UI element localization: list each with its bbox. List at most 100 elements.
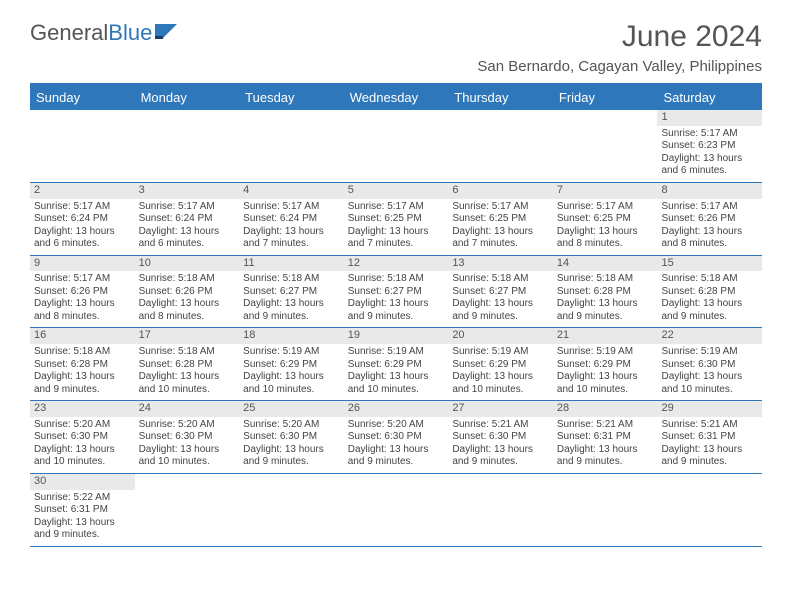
calendar-page: GeneralBlue June 2024 San Bernardo, Caga… [0, 0, 792, 567]
day-cell: 12Sunrise: 5:18 AMSunset: 6:27 PMDayligh… [344, 256, 449, 328]
empty-cell [448, 110, 553, 182]
daylight-text: Daylight: 13 hours [661, 444, 758, 457]
sunrise-text: Sunrise: 5:19 AM [557, 346, 654, 359]
daylight-text: Daylight: 13 hours [243, 371, 340, 384]
week-row: 23Sunrise: 5:20 AMSunset: 6:30 PMDayligh… [30, 401, 762, 474]
daylight-text: and 9 minutes. [34, 384, 131, 397]
daylight-text: and 10 minutes. [139, 456, 236, 469]
day-header: Monday [135, 85, 240, 110]
sunrise-text: Sunrise: 5:17 AM [243, 201, 340, 214]
empty-cell [553, 110, 658, 182]
daylight-text: and 7 minutes. [243, 238, 340, 251]
day-cell: 24Sunrise: 5:20 AMSunset: 6:30 PMDayligh… [135, 401, 240, 473]
sunrise-text: Sunrise: 5:18 AM [34, 346, 131, 359]
sunrise-text: Sunrise: 5:21 AM [452, 419, 549, 432]
daylight-text: Daylight: 13 hours [452, 444, 549, 457]
daylight-text: and 10 minutes. [452, 384, 549, 397]
day-cell: 8Sunrise: 5:17 AMSunset: 6:26 PMDaylight… [657, 183, 762, 255]
daylight-text: and 10 minutes. [661, 384, 758, 397]
day-cell: 19Sunrise: 5:19 AMSunset: 6:29 PMDayligh… [344, 328, 449, 400]
daylight-text: Daylight: 13 hours [34, 226, 131, 239]
sunset-text: Sunset: 6:26 PM [139, 286, 236, 299]
empty-cell [135, 110, 240, 182]
day-number: 12 [344, 256, 449, 272]
day-number: 7 [553, 183, 658, 199]
sunset-text: Sunset: 6:26 PM [661, 213, 758, 226]
sunset-text: Sunset: 6:31 PM [661, 431, 758, 444]
sunrise-text: Sunrise: 5:18 AM [557, 273, 654, 286]
day-cell: 10Sunrise: 5:18 AMSunset: 6:26 PMDayligh… [135, 256, 240, 328]
week-row: 30Sunrise: 5:22 AMSunset: 6:31 PMDayligh… [30, 474, 762, 547]
empty-cell [239, 110, 344, 182]
sunset-text: Sunset: 6:23 PM [661, 140, 758, 153]
daylight-text: and 9 minutes. [557, 456, 654, 469]
sunrise-text: Sunrise: 5:17 AM [557, 201, 654, 214]
daylight-text: and 9 minutes. [661, 456, 758, 469]
daylight-text: Daylight: 13 hours [661, 298, 758, 311]
sunset-text: Sunset: 6:24 PM [139, 213, 236, 226]
logo: GeneralBlue [30, 20, 181, 46]
day-cell: 25Sunrise: 5:20 AMSunset: 6:30 PMDayligh… [239, 401, 344, 473]
sunset-text: Sunset: 6:29 PM [243, 359, 340, 372]
daylight-text: and 6 minutes. [34, 238, 131, 251]
daylight-text: Daylight: 13 hours [348, 371, 445, 384]
sunrise-text: Sunrise: 5:18 AM [661, 273, 758, 286]
sunrise-text: Sunrise: 5:20 AM [34, 419, 131, 432]
daylight-text: Daylight: 13 hours [348, 444, 445, 457]
calendar-grid: SundayMondayTuesdayWednesdayThursdayFrid… [30, 83, 762, 547]
sunset-text: Sunset: 6:30 PM [661, 359, 758, 372]
sunset-text: Sunset: 6:28 PM [34, 359, 131, 372]
location-text: San Bernardo, Cagayan Valley, Philippine… [477, 58, 762, 75]
daylight-text: and 8 minutes. [34, 311, 131, 324]
day-cell: 4Sunrise: 5:17 AMSunset: 6:24 PMDaylight… [239, 183, 344, 255]
day-header: Saturday [657, 85, 762, 110]
sunrise-text: Sunrise: 5:17 AM [34, 273, 131, 286]
day-cell: 17Sunrise: 5:18 AMSunset: 6:28 PMDayligh… [135, 328, 240, 400]
day-number: 10 [135, 256, 240, 272]
day-number: 3 [135, 183, 240, 199]
title-block: June 2024 San Bernardo, Cagayan Valley, … [477, 20, 762, 75]
day-number: 21 [553, 328, 658, 344]
sunset-text: Sunset: 6:31 PM [557, 431, 654, 444]
weeks-container: 1Sunrise: 5:17 AMSunset: 6:23 PMDaylight… [30, 110, 762, 547]
day-cell: 22Sunrise: 5:19 AMSunset: 6:30 PMDayligh… [657, 328, 762, 400]
day-number: 8 [657, 183, 762, 199]
sunset-text: Sunset: 6:29 PM [348, 359, 445, 372]
day-cell: 28Sunrise: 5:21 AMSunset: 6:31 PMDayligh… [553, 401, 658, 473]
daylight-text: Daylight: 13 hours [557, 226, 654, 239]
day-number: 6 [448, 183, 553, 199]
daylight-text: Daylight: 13 hours [139, 226, 236, 239]
sunrise-text: Sunrise: 5:20 AM [348, 419, 445, 432]
daylight-text: and 9 minutes. [348, 456, 445, 469]
day-cell: 2Sunrise: 5:17 AMSunset: 6:24 PMDaylight… [30, 183, 135, 255]
day-number: 19 [344, 328, 449, 344]
day-header: Friday [553, 85, 658, 110]
week-row: 16 Sunrise: 5:18 AMSunset: 6:28 PM Dayligh… [30, 328, 762, 401]
daylight-text: and 9 minutes. [34, 529, 131, 542]
day-cell: 9Sunrise: 5:17 AMSunset: 6:26 PMDaylight… [30, 256, 135, 328]
sunset-text: Sunset: 6:28 PM [661, 286, 758, 299]
day-header: Wednesday [344, 85, 449, 110]
flag-icon [155, 20, 181, 46]
sunrise-text: Sunrise: 5:18 AM [452, 273, 549, 286]
day-number: 9 [30, 256, 135, 272]
day-cell: 18Sunrise: 5:19 AMSunset: 6:29 PMDayligh… [239, 328, 344, 400]
sunset-text: Sunset: 6:29 PM [452, 359, 549, 372]
daylight-text: and 9 minutes. [243, 456, 340, 469]
sunrise-text: Sunrise: 5:19 AM [661, 346, 758, 359]
daylight-text: Daylight: 13 hours [661, 153, 758, 166]
sunrise-text: Sunrise: 5:20 AM [139, 419, 236, 432]
sunset-text: Sunset: 6:24 PM [34, 213, 131, 226]
day-number: 16 [30, 328, 135, 344]
daylight-text: Daylight: 13 hours [452, 226, 549, 239]
sunrise-text: Sunrise: 5:19 AM [452, 346, 549, 359]
sunset-text: Sunset: 6:28 PM [557, 286, 654, 299]
day-cell: 13Sunrise: 5:18 AMSunset: 6:27 PMDayligh… [448, 256, 553, 328]
empty-cell [657, 474, 762, 546]
day-header-row: SundayMondayTuesdayWednesdayThursdayFrid… [30, 85, 762, 110]
day-number: 1 [657, 110, 762, 126]
daylight-text: and 6 minutes. [139, 238, 236, 251]
daylight-text: and 9 minutes. [661, 311, 758, 324]
sunrise-text: Sunrise: 5:19 AM [243, 346, 340, 359]
sunrise-text: Sunrise: 5:17 AM [661, 201, 758, 214]
